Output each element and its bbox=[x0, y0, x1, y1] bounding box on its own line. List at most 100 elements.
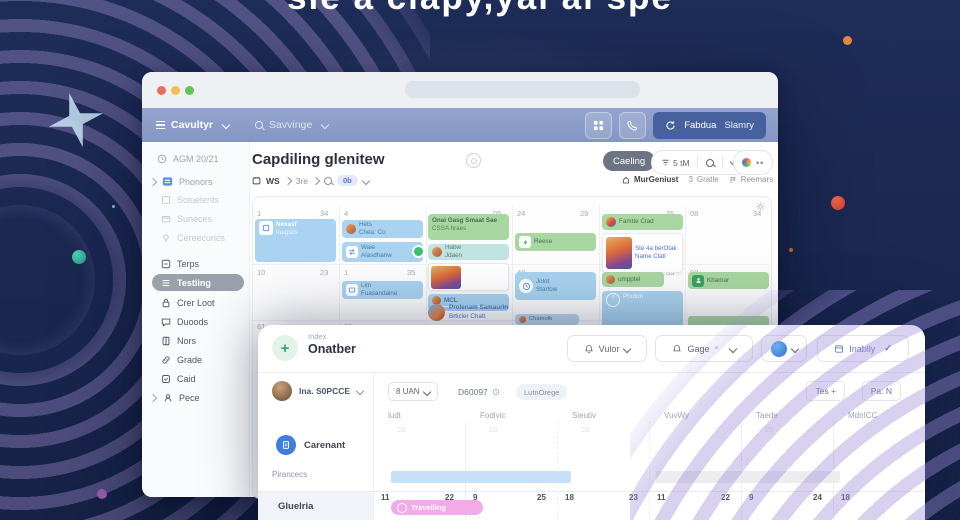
profile-more-button[interactable]: •• bbox=[733, 150, 774, 175]
calendar-event[interactable]: Lim Fuasandalne bbox=[342, 281, 423, 299]
status-circle-icon bbox=[397, 502, 407, 513]
refresh-summary-button[interactable]: Fabdua Slamry bbox=[653, 111, 766, 139]
sidebar-item-grade[interactable]: Grade bbox=[160, 355, 202, 365]
sidebar-item-phonors[interactable]: Phonors bbox=[148, 176, 213, 187]
sidebar-item-duoods[interactable]: Duoods bbox=[160, 317, 208, 327]
people-icon bbox=[160, 195, 171, 205]
check-icon: ✓ bbox=[884, 343, 892, 353]
browser-address-bar[interactable] bbox=[405, 81, 640, 98]
close-window-button[interactable] bbox=[157, 86, 166, 95]
calendar-photo-card[interactable]: Ste 4a berOtak Name Clatl bbox=[602, 233, 683, 273]
view-mode-button[interactable]: 5 tM bbox=[654, 158, 697, 168]
calendar-event[interactable] bbox=[602, 316, 683, 325]
weekday-header: VuvWy bbox=[664, 411, 689, 420]
timeline-bar-blue[interactable] bbox=[391, 471, 571, 483]
calendar-event[interactable] bbox=[688, 316, 769, 325]
view-segment-control: 5 tM bbox=[651, 150, 748, 175]
link-murgeniust[interactable]: MurGeniust bbox=[634, 175, 679, 184]
maximize-window-button[interactable] bbox=[185, 86, 194, 95]
row-label-guests[interactable]: Gluelria bbox=[278, 501, 314, 512]
add-button[interactable]: + bbox=[272, 335, 298, 361]
calendar-person-row[interactable]: Prolenam Samaurin Brticler Chatt bbox=[428, 304, 518, 321]
search-icon[interactable] bbox=[324, 176, 332, 185]
grid-icon bbox=[594, 120, 604, 130]
gage-dropdown-button[interactable]: Gage ≡ bbox=[655, 335, 753, 362]
owner-selector[interactable]: Ina. S0PCCE bbox=[272, 381, 365, 401]
sidebar-item-caid[interactable]: Caid bbox=[160, 374, 196, 384]
travelling-event-pill[interactable]: Travelling bbox=[391, 500, 483, 515]
calendar-row-icon bbox=[276, 435, 296, 455]
sidebar-active-highlight bbox=[152, 274, 244, 291]
sidebar-item-pece[interactable]: Pece bbox=[148, 393, 200, 403]
calendar-photo-card[interactable] bbox=[428, 263, 509, 291]
pan-button[interactable]: Pa: N bbox=[861, 381, 901, 401]
calendar-event[interactable]: Famtte Ctad bbox=[602, 214, 683, 230]
calendar-event[interactable]: Chamotk bbox=[515, 314, 579, 325]
tag-pill[interactable]: LutnOrege bbox=[516, 384, 568, 400]
weekday-header: Fodivic bbox=[480, 411, 506, 420]
gear-icon[interactable] bbox=[755, 199, 766, 217]
filter-pill[interactable]: 0b bbox=[337, 175, 358, 186]
summary-button-label: Slamry bbox=[724, 119, 754, 131]
sidebar-item-cereecurics[interactable]: Cereecurics bbox=[160, 233, 225, 243]
breadcrumb-item[interactable]: WS bbox=[266, 175, 280, 186]
calendar-event[interactable]: Jolot Startow bbox=[515, 272, 596, 300]
mode-pill-button[interactable]: Caeling bbox=[603, 151, 656, 171]
calendar-event[interactable]: umpptel bbox=[602, 272, 664, 287]
sidebar-item-suneces[interactable]: Suneces bbox=[160, 214, 212, 224]
tes-button[interactable]: Tes + bbox=[806, 381, 845, 401]
calendar-event[interactable]: Habw Jdaen bbox=[428, 244, 509, 260]
grid-apps-button[interactable] bbox=[585, 111, 613, 139]
list-icon bbox=[160, 278, 171, 288]
search-toolbar-button[interactable] bbox=[698, 154, 722, 172]
panel-kicker: Index bbox=[308, 332, 327, 341]
modify-button[interactable]: Inablly ✓ bbox=[817, 335, 909, 362]
uan-dropdown[interactable]: 8 UAN bbox=[388, 382, 438, 401]
info-icon[interactable] bbox=[466, 153, 481, 168]
status-badge bbox=[412, 245, 423, 258]
call-button[interactable] bbox=[619, 111, 647, 139]
timeline-date: 25 bbox=[537, 493, 546, 502]
calendar-event[interactable]: Khamar bbox=[688, 272, 769, 289]
app-search[interactable]: Savvinge bbox=[255, 119, 330, 131]
link-reemars[interactable]: Reemars bbox=[740, 175, 774, 184]
sidebar-item-terps[interactable]: Terps bbox=[160, 259, 199, 269]
cell-date: 08 bbox=[690, 209, 699, 218]
sidebar-item-crer-loot[interactable]: Crer Loot bbox=[160, 298, 215, 308]
sidebar-item-soiuelents[interactable]: Soiuelents bbox=[160, 195, 219, 205]
link-gratle[interactable]: Gratle bbox=[696, 175, 719, 184]
search-label: Savvinge bbox=[269, 119, 313, 131]
sidebar-item-agm[interactable]: AGM 20/21 bbox=[156, 154, 219, 164]
user-icon bbox=[162, 393, 173, 403]
calendar-event[interactable]: Hets Chea: Co bbox=[342, 220, 423, 238]
calendar-event[interactable]: Nexasf Inagsds bbox=[255, 219, 336, 262]
calendar-event[interactable]: Waie Alasdhanw bbox=[342, 242, 423, 262]
app-menu[interactable]: Cavultyr bbox=[156, 119, 231, 131]
timeline-bar-gray[interactable] bbox=[656, 471, 840, 483]
purple-dot-decoration bbox=[97, 489, 107, 499]
weekday-header: Taede bbox=[756, 411, 778, 420]
breadcrumb-item[interactable]: 3re bbox=[295, 175, 308, 186]
calendar-event[interactable]: Reese bbox=[515, 233, 596, 251]
cell-date: 4 bbox=[344, 209, 349, 218]
row-label-pirancecs[interactable]: Pirancecs bbox=[272, 470, 308, 479]
sidebar-item-nors[interactable]: Nors bbox=[160, 336, 196, 346]
sidebar-item-testling-active[interactable]: Testling bbox=[160, 278, 211, 288]
chevron-right-icon bbox=[311, 176, 321, 185]
pin-icon bbox=[160, 233, 171, 243]
sync-dropdown-button[interactable] bbox=[761, 335, 807, 362]
ghost-date: 20 bbox=[489, 425, 498, 434]
swap-icon bbox=[346, 246, 358, 258]
calendar-event[interactable]: Onai Gasg Smaat Sae CSSA hraes bbox=[428, 214, 509, 240]
viewer-dropdown-button[interactable]: Vulor bbox=[567, 335, 647, 362]
refresh-icon bbox=[666, 120, 675, 130]
row-label-carenant[interactable]: Carenant bbox=[304, 440, 346, 451]
minimize-window-button[interactable] bbox=[171, 86, 180, 95]
timeline-date: 11 bbox=[381, 493, 390, 502]
hero-headline-clipped: sle a clapy,yal al spe bbox=[0, 0, 960, 18]
chevron-down-icon bbox=[355, 386, 365, 396]
cell-date: 34 bbox=[753, 209, 762, 218]
app-logo-label: Cavultyr bbox=[171, 119, 214, 131]
calendar-event[interactable]: MCL bbox=[428, 294, 509, 311]
